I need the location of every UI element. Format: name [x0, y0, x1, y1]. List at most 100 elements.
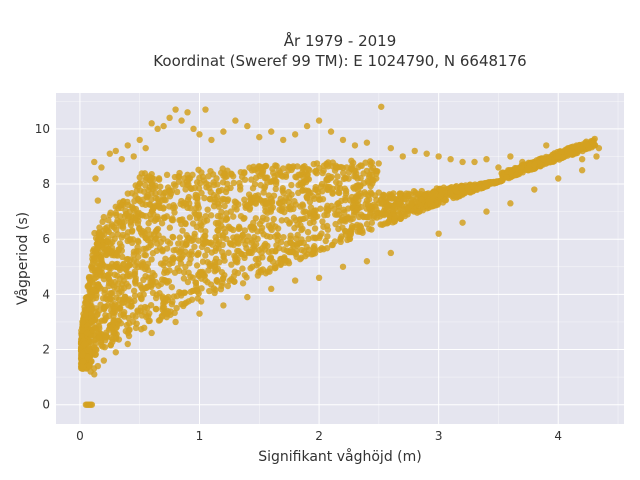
- data-point: [569, 143, 577, 150]
- data-point: [459, 158, 466, 166]
- data-point: [543, 142, 550, 149]
- data-point: [131, 297, 138, 305]
- data-point: [215, 187, 222, 195]
- data-point: [171, 269, 179, 276]
- data-point: [94, 362, 102, 370]
- data-point: [221, 202, 228, 210]
- data-point: [347, 165, 355, 172]
- data-point: [134, 237, 142, 244]
- data-point: [339, 263, 347, 270]
- data-point: [109, 231, 116, 239]
- data-point: [508, 169, 515, 177]
- data-point: [128, 228, 136, 235]
- data-point: [218, 217, 225, 224]
- data-point: [261, 183, 269, 190]
- data-point: [341, 209, 348, 216]
- data-point: [194, 288, 201, 295]
- data-point: [183, 231, 190, 239]
- data-point: [185, 193, 193, 201]
- data-point: [230, 179, 237, 187]
- data-point: [91, 248, 99, 256]
- data-point: [158, 220, 166, 227]
- data-point: [193, 262, 201, 269]
- data-point: [237, 168, 245, 176]
- data-point: [122, 327, 130, 335]
- data-point: [396, 190, 403, 197]
- data-point: [190, 125, 197, 133]
- data-point: [106, 264, 113, 272]
- data-point: [264, 200, 271, 207]
- data-point: [452, 186, 459, 194]
- data-point: [156, 244, 164, 252]
- data-point: [241, 271, 249, 279]
- data-point: [178, 117, 185, 124]
- data-point: [213, 175, 220, 182]
- data-point: [260, 189, 267, 196]
- data-point: [227, 208, 235, 215]
- data-point: [254, 235, 261, 243]
- data-point: [339, 136, 347, 144]
- data-point: [192, 279, 200, 287]
- data-point: [303, 193, 311, 201]
- data-point: [435, 230, 442, 237]
- data-point: [311, 211, 318, 218]
- data-point: [299, 187, 306, 194]
- data-point: [402, 196, 409, 203]
- data-point: [152, 305, 160, 313]
- data-point: [191, 243, 198, 250]
- data-point: [175, 240, 182, 247]
- data-point: [271, 233, 279, 240]
- data-point: [185, 176, 192, 183]
- data-point: [267, 195, 275, 202]
- tick-labels: 0 1 2 3 4 0 2 4 6 8 10: [35, 122, 562, 443]
- data-point: [131, 217, 139, 224]
- data-point: [287, 235, 294, 242]
- data-point: [275, 244, 283, 252]
- data-point: [281, 255, 288, 262]
- data-point: [214, 212, 222, 220]
- data-point: [286, 220, 293, 227]
- data-point: [102, 332, 110, 339]
- data-point: [132, 324, 140, 332]
- data-point: [518, 163, 525, 171]
- data-point: [459, 189, 466, 196]
- data-point: [233, 233, 241, 240]
- data-point: [132, 212, 140, 219]
- x-axis-title: Signifikant våghöjd (m): [258, 448, 421, 465]
- data-point: [208, 263, 215, 270]
- data-points: [77, 103, 603, 408]
- data-point: [147, 231, 154, 238]
- data-point: [280, 136, 287, 144]
- data-point: [279, 165, 287, 172]
- data-point: [387, 249, 395, 257]
- data-point: [172, 318, 179, 326]
- data-point: [265, 248, 272, 256]
- data-point: [124, 263, 131, 271]
- data-point: [116, 275, 124, 282]
- data-point: [269, 169, 277, 177]
- data-point: [163, 309, 170, 316]
- x-tick-label: 1: [196, 429, 204, 443]
- data-point: [253, 241, 260, 248]
- data-point: [230, 213, 237, 220]
- y-tick-label: 2: [42, 343, 50, 357]
- data-point: [106, 324, 114, 332]
- data-point: [78, 363, 86, 371]
- data-point: [311, 225, 319, 232]
- data-point: [231, 278, 238, 285]
- data-point: [370, 177, 377, 184]
- data-point: [250, 224, 258, 232]
- data-point: [145, 173, 153, 180]
- data-point: [169, 254, 177, 261]
- data-point: [94, 310, 101, 318]
- chart-title-line-2: Koordinat (Sweref 99 TM): E 1024790, N 6…: [153, 52, 526, 70]
- data-point: [293, 242, 301, 249]
- data-point: [540, 155, 547, 163]
- data-point: [120, 284, 128, 292]
- data-point: [195, 185, 203, 192]
- data-point: [357, 190, 364, 197]
- data-point: [363, 197, 371, 204]
- data-point: [112, 349, 119, 356]
- data-point: [141, 251, 148, 259]
- data-point: [219, 241, 226, 249]
